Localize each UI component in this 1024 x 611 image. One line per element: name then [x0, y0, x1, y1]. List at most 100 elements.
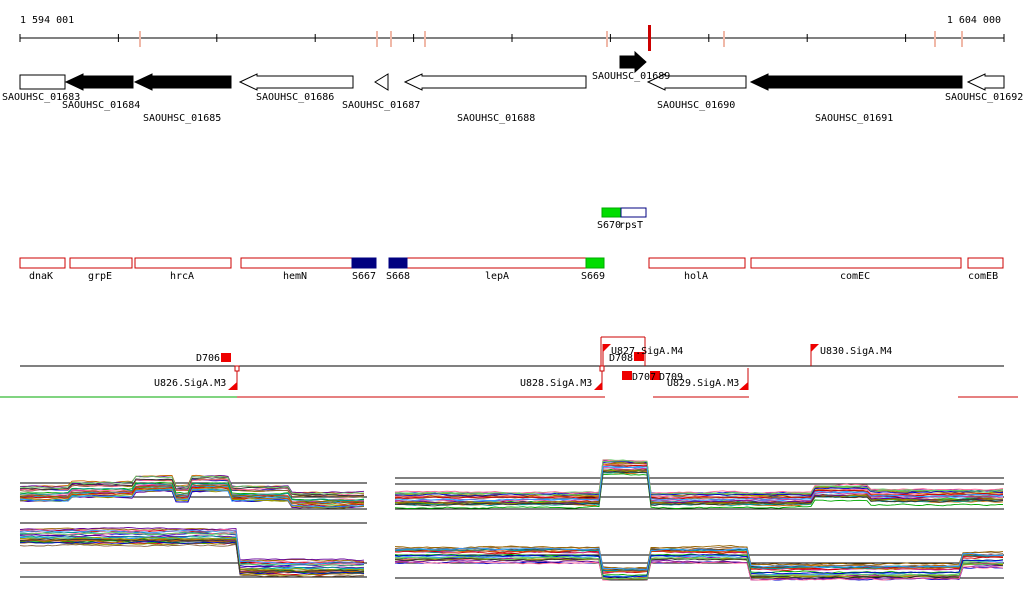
expression-profile-line [394, 547, 1004, 571]
promoter-U827 [603, 344, 611, 352]
expression-profile-line [394, 460, 1004, 496]
expression-profile-line [19, 483, 365, 502]
element-D707 [622, 371, 632, 380]
feature-label-holA: holA [684, 271, 708, 282]
feature-label-lepA: lepA [485, 271, 509, 282]
expression-profile-line [394, 555, 1004, 578]
expression-panel-top-right [394, 459, 1004, 510]
feature-label-S667: S667 [352, 271, 376, 282]
expression-profile-line [394, 561, 1004, 581]
element-D708 [634, 352, 644, 361]
expression-panel-bottom-left [19, 522, 367, 578]
expression-profile-line [19, 532, 365, 566]
feature-lepA [388, 257, 605, 269]
expression-profile-line [394, 556, 1003, 580]
expression-profile-line [394, 469, 1003, 505]
gene-label-SAOUHSC_01692: SAOUHSC_01692 [945, 92, 1023, 103]
element-D706 [221, 353, 231, 362]
label-D709: D709 [659, 372, 683, 383]
expression-profile-line [394, 473, 1004, 509]
gene-label-SAOUHSC_01687: SAOUHSC_01687 [342, 100, 420, 111]
label-U826: U826.SigA.M3 [154, 378, 226, 389]
gene-label-SAOUHSC_01689: SAOUHSC_01689 [592, 71, 670, 82]
gene-SAOUHSC_01692 [966, 73, 1005, 91]
gene-SAOUHSC_01687 [374, 73, 389, 91]
gene-label-SAOUHSC_01684: SAOUHSC_01684 [62, 100, 140, 111]
feature-S669 [585, 257, 605, 269]
element-D706-anchor [234, 365, 240, 372]
gene-SAOUHSC_01685 [133, 73, 232, 91]
gene-label-SAOUHSC_01685: SAOUHSC_01685 [143, 113, 221, 124]
gene-SAOUHSC_01684 [64, 73, 134, 91]
expression-profile-line [19, 538, 365, 574]
expression-profile-line [394, 460, 1004, 497]
promoter-U826 [228, 382, 237, 390]
expression-profile-line [19, 488, 365, 508]
promoter-U830 [811, 344, 819, 352]
expression-profile-line [394, 549, 1004, 573]
promoter-U829 [739, 382, 748, 390]
gene-SAOUHSC_01689 [619, 50, 647, 74]
operon-feature-track: dnaK grpE hrcA hemN S667 S668 lepA S669 … [19, 257, 1004, 282]
expression-profile-line [394, 554, 1004, 578]
label-U829: U829.SigA.M3 [667, 378, 739, 389]
feature-label-rpsT: rpsT [619, 220, 643, 231]
expression-profile-line [394, 459, 1004, 495]
gene-label-SAOUHSC_01683: SAOUHSC_01683 [2, 92, 80, 103]
expression-profile-line [19, 474, 365, 495]
expression-profile-line [19, 536, 365, 571]
label-D708: D708 [609, 353, 633, 364]
label-D707: D707 [632, 372, 656, 383]
gene-label-SAOUHSC_01686: SAOUHSC_01686 [256, 92, 334, 103]
feature-label-comEB: comEB [968, 271, 998, 282]
label-U827: U827.SigA.M4 [611, 346, 683, 357]
feature-rpsT [620, 207, 647, 218]
feature-dnaK [19, 257, 66, 269]
small-feature-track: S670 rpsT [597, 207, 647, 231]
feature-label-hemN: hemN [283, 271, 307, 282]
feature-S670 [601, 207, 622, 218]
feature-comEC [750, 257, 962, 269]
gene-label-SAOUHSC_01688: SAOUHSC_01688 [457, 113, 535, 124]
feature-S668 [388, 257, 408, 269]
feature-label-comEC: comEC [840, 271, 870, 282]
gene-label-SAOUHSC_01691: SAOUHSC_01691 [815, 113, 893, 124]
feature-holA [648, 257, 746, 269]
feature-hrcA [134, 257, 232, 269]
feature-S667 [351, 257, 377, 269]
gene-SAOUHSC_01686 [238, 73, 354, 91]
expression-panel-bottom-right [394, 545, 1004, 581]
gene-label-SAOUHSC_01690: SAOUHSC_01690 [657, 100, 735, 111]
feature-label-hrcA: hrcA [170, 271, 194, 282]
gene-SAOUHSC_01690 [646, 73, 747, 91]
expression-profile-line [19, 475, 365, 495]
expression-profile-line [19, 543, 365, 578]
label-U828: U828.SigA.M3 [520, 378, 592, 389]
gene-SAOUHSC_01691 [749, 73, 963, 91]
expression-profile-line [394, 465, 1004, 501]
ruler-ticks [19, 31, 1005, 47]
feature-grpE [69, 257, 133, 269]
start-coordinate: 1 594 001 [20, 15, 74, 26]
feature-label-dnaK: dnaK [29, 271, 53, 282]
coordinate-ruler: 1 594 001 1 604 000 [19, 15, 1005, 51]
feature-label-grpE: grpE [88, 271, 112, 282]
gene-SAOUHSC_01688 [403, 73, 587, 91]
expression-profiles [19, 459, 1004, 581]
expression-profile-line [394, 559, 1003, 581]
expression-profile-line [19, 527, 365, 562]
expression-profile-line [19, 535, 365, 570]
feature-label-S668: S668 [386, 271, 410, 282]
expression-profile-line [394, 464, 1004, 500]
expression-panel-top-left [19, 474, 367, 510]
feature-label-S670: S670 [597, 220, 621, 231]
feature-label-S669: S669 [581, 271, 605, 282]
current-position-marker [648, 25, 651, 51]
end-coordinate: 1 604 000 [947, 15, 1001, 26]
expression-profile-line [19, 529, 365, 565]
expression-profile-line [395, 557, 1004, 581]
gene-track: SAOUHSC_01683 SAOUHSC_01684 SAOUHSC_0168… [2, 50, 1023, 124]
feature-comEB [967, 257, 1004, 269]
label-D706: D706 [196, 353, 220, 364]
